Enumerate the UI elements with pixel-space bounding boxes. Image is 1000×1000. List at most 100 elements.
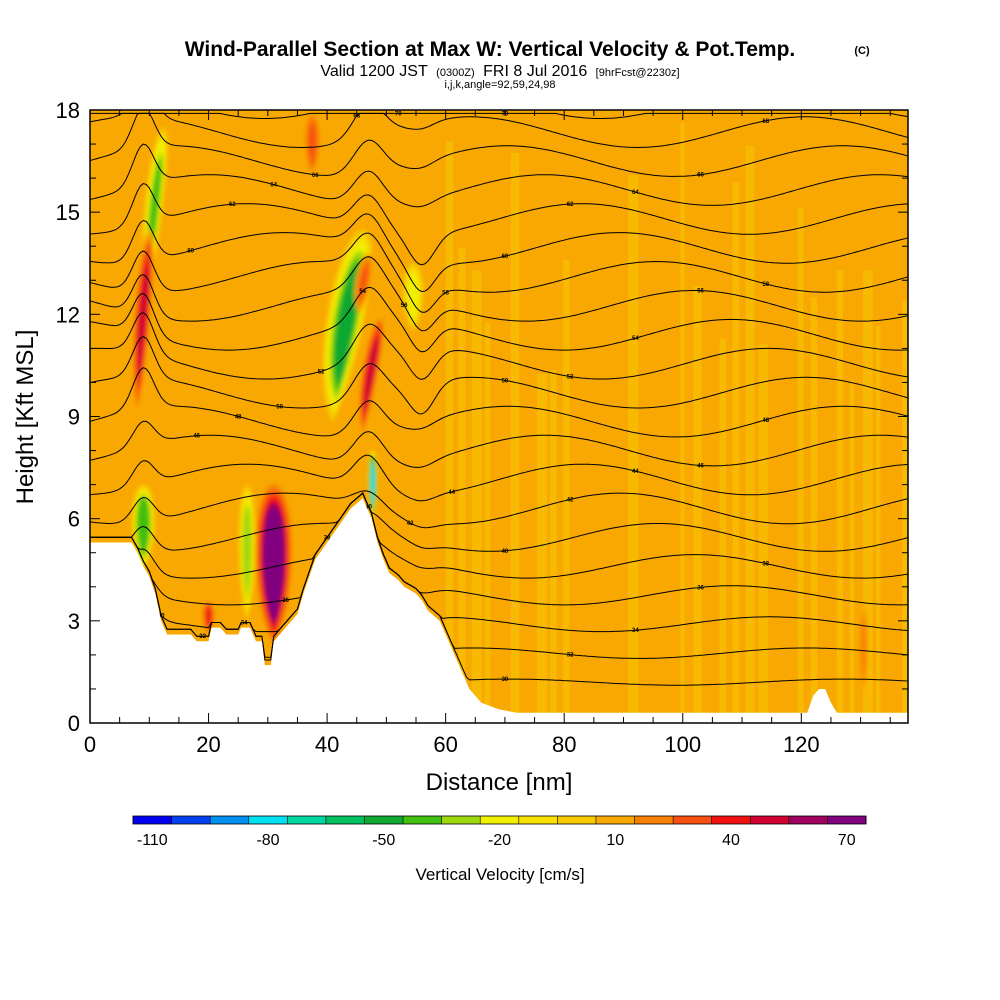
y-tick-label: 6 (68, 507, 80, 532)
contour-label: 60 (502, 254, 509, 260)
velocity-streak (615, 205, 622, 723)
grid-indices: i,j,k,angle=92,59,24,98 (444, 79, 555, 91)
colorbar-swatch (788, 816, 828, 824)
colorbar-swatch (827, 816, 867, 824)
y-tick-label: 0 (68, 711, 80, 736)
velocity-streak (667, 170, 672, 723)
contour-label: 32 (567, 653, 574, 659)
velocity-streak (484, 322, 491, 723)
contour-label: 44 (448, 490, 455, 496)
x-tick-label: 100 (664, 732, 701, 757)
colorbar-swatch (325, 816, 365, 824)
velocity-streak (719, 338, 727, 723)
colorbar-tick-label: 70 (838, 832, 856, 849)
colorbar-tick-label: -20 (488, 832, 511, 849)
theta-contour (90, 112, 908, 177)
colorbar-swatch (210, 816, 250, 824)
colorbar-tick-labels: -110 -80 -50 -20 10 40 70 (137, 832, 856, 849)
velocity-streak (680, 122, 685, 723)
velocity-streak (563, 259, 570, 723)
theta-contour (90, 492, 908, 633)
x-axis-title: Distance [nm] (426, 769, 573, 796)
valid-prefix: Valid 1200 JST (320, 63, 428, 80)
contour-label: 70 (395, 111, 402, 117)
colorbar-swatch (133, 816, 173, 824)
contour-label: 34 (632, 628, 639, 634)
contour-label: 46 (193, 434, 200, 440)
contour-label: 68 (353, 114, 360, 120)
contour-label: 44 (632, 469, 639, 475)
contour-label: 52 (567, 375, 574, 381)
updraft-band (205, 606, 212, 629)
contour-label: 60 (187, 249, 194, 255)
theta-contour (90, 492, 908, 579)
velocity-streak (902, 300, 908, 723)
contour-label: 36 (697, 585, 704, 591)
colorbar-swatch (248, 816, 288, 824)
colorbar (132, 815, 867, 825)
theta-contour (90, 312, 908, 380)
theta-contour (90, 492, 908, 606)
x-tick-labels: 0 20 40 60 80 100 120 (84, 732, 820, 757)
velocity-streak (810, 296, 818, 723)
contour-label: 66 (312, 173, 319, 179)
x-tick-label: 0 (84, 732, 96, 757)
y-tick-label: 15 (56, 200, 80, 225)
theta-contour (90, 112, 908, 149)
theta-contours: 3030323234343636383840404242444446464848… (90, 111, 908, 686)
contour-label: 42 (567, 497, 574, 503)
velocity-streak (745, 145, 755, 723)
y-tick-label: 9 (68, 405, 80, 430)
terrain-mask (90, 498, 908, 723)
theta-contour (90, 213, 908, 293)
velocity-streak (732, 181, 740, 723)
contour-label: 48 (762, 418, 769, 424)
updraft-band (359, 264, 369, 303)
contour-label: 34 (241, 621, 248, 627)
colorbar-title: Vertical Velocity [cm/s] (415, 865, 584, 884)
velocity-streak (706, 229, 713, 723)
theta-contour (90, 492, 908, 552)
velocity-streaks (445, 116, 908, 723)
colorbar-swatch (403, 816, 443, 824)
x-tick-label: 20 (196, 732, 220, 757)
y-axis-title: Height [Kft MSL] (12, 330, 39, 505)
y-tick-label: 12 (56, 302, 80, 327)
contour-label: 56 (697, 289, 704, 295)
contour-label: 56 (401, 303, 408, 309)
contour-label: 68 (762, 119, 769, 125)
theta-contour (90, 286, 908, 353)
colorbar-swatch (595, 816, 636, 824)
velocity-streak (875, 326, 881, 723)
colorbar-swatch (287, 816, 327, 824)
updraft-band (266, 514, 282, 615)
velocity-streak (471, 270, 482, 723)
theta-contour (90, 336, 908, 415)
y-tick-label: 18 (56, 98, 80, 123)
velocity-streak (628, 175, 639, 723)
valid-utc: (0300Z) (436, 67, 475, 79)
velocity-streak (549, 370, 557, 723)
theta-contour (90, 143, 908, 208)
chart-subtitle: Valid 1200 JST (0300Z) FRI 8 Jul 2016 [9… (320, 63, 679, 80)
velocity-streak (862, 270, 873, 723)
forecast-info: [9hrFcst@2230z] (596, 67, 680, 79)
axis-ticks (89, 109, 908, 724)
y-tick-labels: 0 3 6 9 12 15 18 (56, 98, 80, 736)
colorbar-swatch (673, 816, 713, 824)
contour-label: 62 (567, 202, 574, 208)
velocity-streak (641, 174, 649, 723)
contour-label: 50 (502, 378, 509, 384)
plot-area: 3030323234343636383840404242444446464848… (90, 110, 908, 723)
contour-label: 48 (235, 414, 242, 420)
contour-label: 64 (270, 183, 277, 189)
x-tick-label: 120 (783, 732, 820, 757)
velocity-streak (823, 370, 830, 723)
contour-label: 52 (318, 369, 325, 375)
contour-label: 38 (762, 562, 769, 568)
contour-label: 58 (762, 282, 769, 288)
colorbar-swatch (171, 816, 211, 824)
contour-label: 66 (697, 173, 704, 179)
contour-label: 42 (407, 521, 414, 527)
contour-label: 54 (632, 336, 639, 342)
